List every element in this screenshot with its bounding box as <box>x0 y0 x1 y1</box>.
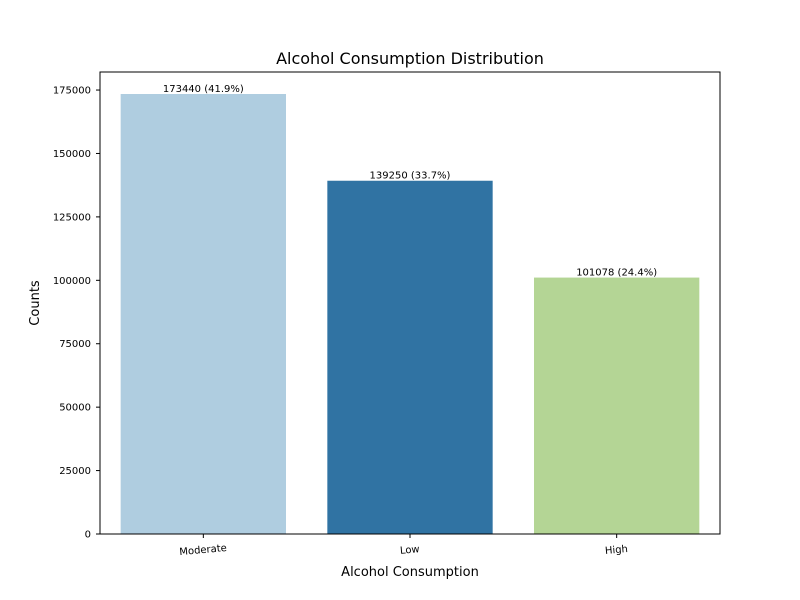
bar-data-label: 173440 (41.9%) <box>163 84 244 95</box>
y-tick-label: 25000 <box>59 466 91 477</box>
y-tick-label: 0 <box>85 530 91 541</box>
x-axis-label: Alcohol Consumption <box>341 565 479 580</box>
y-tick-label: 100000 <box>53 276 91 287</box>
y-tick-label: 50000 <box>59 403 91 414</box>
y-tick-label: 150000 <box>53 149 91 160</box>
bar-high <box>534 277 700 534</box>
y-tick-label: 175000 <box>53 86 91 97</box>
bar-moderate <box>120 94 287 534</box>
x-tick-label: Moderate <box>179 543 227 558</box>
x-tick-label: High <box>605 544 629 557</box>
y-tick-label: 125000 <box>53 212 91 223</box>
bar-data-label: 139250 (33.7%) <box>370 171 451 182</box>
y-axis-ticks: 0 25000 50000 75000 100000 125000 150000 175000 <box>53 86 100 541</box>
x-tick-label: Low <box>399 544 420 557</box>
bars: 173440 (41.9%) 139250 (33.7%) 101078 (24.4… <box>120 84 700 534</box>
bar-low <box>327 180 493 534</box>
x-axis-ticks: Moderate Low High <box>179 534 628 558</box>
y-tick-label: 75000 <box>59 339 91 350</box>
plot-frame <box>99 71 721 535</box>
bar-data-label: 101078 (24.4%) <box>576 268 657 279</box>
y-axis-label: Counts <box>28 280 43 326</box>
chart-title: Alcohol Consumption Distribution <box>276 49 544 68</box>
